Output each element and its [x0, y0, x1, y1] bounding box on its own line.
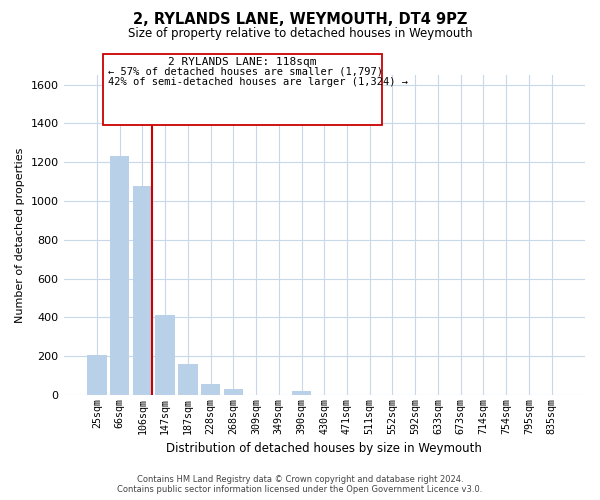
- Text: Size of property relative to detached houses in Weymouth: Size of property relative to detached ho…: [128, 28, 472, 40]
- Bar: [133, 186, 152, 395]
- Text: Contains HM Land Registry data © Crown copyright and database right 2024.: Contains HM Land Registry data © Crown c…: [137, 474, 463, 484]
- Bar: [155, 316, 175, 395]
- Text: ← 57% of detached houses are smaller (1,797): ← 57% of detached houses are smaller (1,…: [108, 66, 383, 76]
- Bar: [292, 391, 311, 395]
- Y-axis label: Number of detached properties: Number of detached properties: [15, 148, 25, 322]
- Text: 2 RYLANDS LANE: 118sqm: 2 RYLANDS LANE: 118sqm: [168, 58, 316, 68]
- FancyBboxPatch shape: [103, 54, 382, 126]
- Text: 2, RYLANDS LANE, WEYMOUTH, DT4 9PZ: 2, RYLANDS LANE, WEYMOUTH, DT4 9PZ: [133, 12, 467, 28]
- Bar: [224, 390, 243, 395]
- Bar: [110, 156, 130, 395]
- Bar: [87, 355, 107, 395]
- Text: Contains public sector information licensed under the Open Government Licence v3: Contains public sector information licen…: [118, 485, 482, 494]
- X-axis label: Distribution of detached houses by size in Weymouth: Distribution of detached houses by size …: [166, 442, 482, 455]
- Text: 42% of semi-detached houses are larger (1,324) →: 42% of semi-detached houses are larger (…: [108, 77, 408, 87]
- Bar: [178, 364, 197, 395]
- Bar: [201, 384, 220, 395]
